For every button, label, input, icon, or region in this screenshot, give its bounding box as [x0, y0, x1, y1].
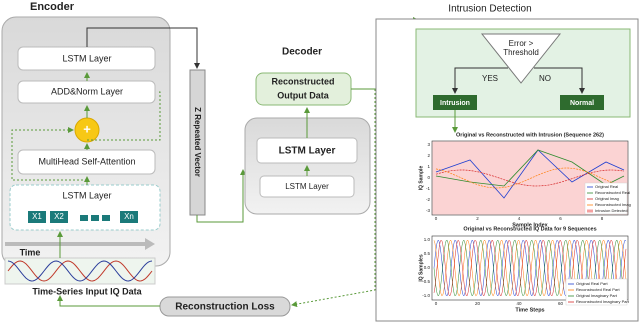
input-token-label: Xn — [124, 212, 134, 221]
encoder-title: Encoder — [30, 1, 75, 13]
x-tick-label: 4 — [518, 216, 521, 221]
lstm-label: LSTM Layer — [279, 146, 336, 157]
token-dot — [80, 215, 88, 221]
time-arrow — [5, 238, 155, 250]
input-token — [50, 211, 68, 223]
x-axis-label: Sample Index — [512, 222, 548, 228]
input-token-label: X1 — [32, 212, 42, 221]
legend-label: Original Imaginary Part — [576, 293, 618, 298]
lstm-label: LSTM Layer — [285, 182, 329, 191]
legend-label: Original Real Part — [576, 281, 608, 286]
decision-label: Threshold — [503, 48, 539, 57]
add-norm-label: ADD&Norm Layer — [51, 86, 123, 96]
y-tick-label: 0.0 — [424, 265, 431, 270]
arrow — [57, 295, 160, 307]
legend-label: Original Imag — [595, 196, 619, 201]
series-line — [433, 239, 627, 297]
y-tick-label: -1.0 — [422, 293, 430, 298]
x-tick-label: 60 — [558, 301, 564, 306]
x-tick-label: 6 — [559, 216, 562, 221]
series-line — [433, 239, 627, 297]
normal-label: Normal — [570, 100, 594, 107]
y-tick-label: -2 — [426, 197, 430, 202]
intrusion-label: Intrusion — [440, 100, 470, 107]
output-label: Output Data — [277, 90, 329, 100]
input-token-label: X2 — [54, 212, 64, 221]
input-token — [120, 211, 138, 223]
intrusion-box — [433, 95, 477, 110]
loss-label: Reconstruction Loss — [175, 302, 275, 313]
legend-label: Reconstructed Imaginary Part — [576, 299, 630, 304]
arrow — [452, 67, 508, 94]
arrow — [86, 27, 200, 69]
iq-wave — [7, 260, 153, 282]
plot-frame — [431, 140, 629, 216]
y-tick-label: 0 — [427, 175, 430, 180]
yes-label: YES — [482, 74, 498, 83]
arrow — [196, 169, 246, 223]
normal-box — [560, 95, 604, 110]
legend-label: Original Real — [595, 184, 618, 189]
iq-wave — [7, 260, 153, 282]
plot-title: Original vs Reconstructed IQ Data for 9 … — [463, 226, 596, 232]
decision-label: Error > — [509, 39, 534, 48]
no-label: NO — [539, 74, 551, 83]
legend-box — [565, 278, 628, 306]
output-label: Reconstructed — [271, 76, 334, 86]
series-line — [435, 167, 625, 189]
y-tick-label: -3 — [426, 208, 430, 213]
attention-label: MultiHead Self-Attention — [38, 156, 135, 166]
y-tick-label: -0.5 — [422, 279, 430, 284]
input-label: Time-Series Input IQ Data — [32, 286, 142, 296]
y-tick-label: 0.5 — [424, 251, 431, 256]
input-token — [28, 211, 46, 223]
x-tick-label: 40 — [516, 301, 522, 306]
plot-title: Original vs Reconstructed with Intrusion… — [456, 132, 604, 138]
x-tick-label: 0 — [435, 216, 438, 221]
legend-label: Reconstructed Imag — [595, 202, 631, 207]
y-tick-label: 3 — [427, 142, 430, 147]
legend-label: Reconstructed Real — [595, 190, 630, 195]
decision-triangle — [480, 33, 562, 84]
token-dot — [91, 215, 99, 221]
y-axis-label: IQ Sample — [418, 166, 424, 191]
residual-arrow — [87, 91, 161, 141]
x-tick-label: 0 — [435, 301, 438, 306]
decoder-title: Decoder — [282, 47, 322, 58]
x-tick-label: 2 — [476, 216, 479, 221]
plot-frame — [431, 235, 629, 301]
legend-box — [584, 182, 628, 215]
y-tick-label: 1.0 — [424, 237, 431, 242]
z-vector-label: Z Repeated Vector — [193, 107, 202, 177]
arrow — [534, 67, 585, 94]
legend-label: Reconstructed Real Part — [576, 287, 620, 292]
legend-label: Intrusion Detected — [595, 208, 627, 213]
intrusion-title: Intrusion Detection — [448, 4, 531, 15]
lstm-label: LSTM Layer — [62, 53, 111, 63]
x-tick-label: 20 — [475, 301, 481, 306]
add-symbol: + — [83, 121, 91, 136]
y-axis-label: IQ Samples — [418, 254, 424, 281]
y-tick-label: 1 — [427, 164, 430, 169]
x-axis-label: Time Steps — [515, 307, 544, 313]
time-label: Time — [20, 247, 41, 257]
y-tick-label: -1 — [426, 186, 430, 191]
token-dot — [102, 215, 110, 221]
input-lstm-label: LSTM Layer — [62, 190, 111, 200]
series-line — [435, 169, 625, 187]
residual-arrow — [11, 127, 87, 181]
y-tick-label: 2 — [427, 153, 430, 158]
x-tick-label: 8 — [601, 216, 604, 221]
